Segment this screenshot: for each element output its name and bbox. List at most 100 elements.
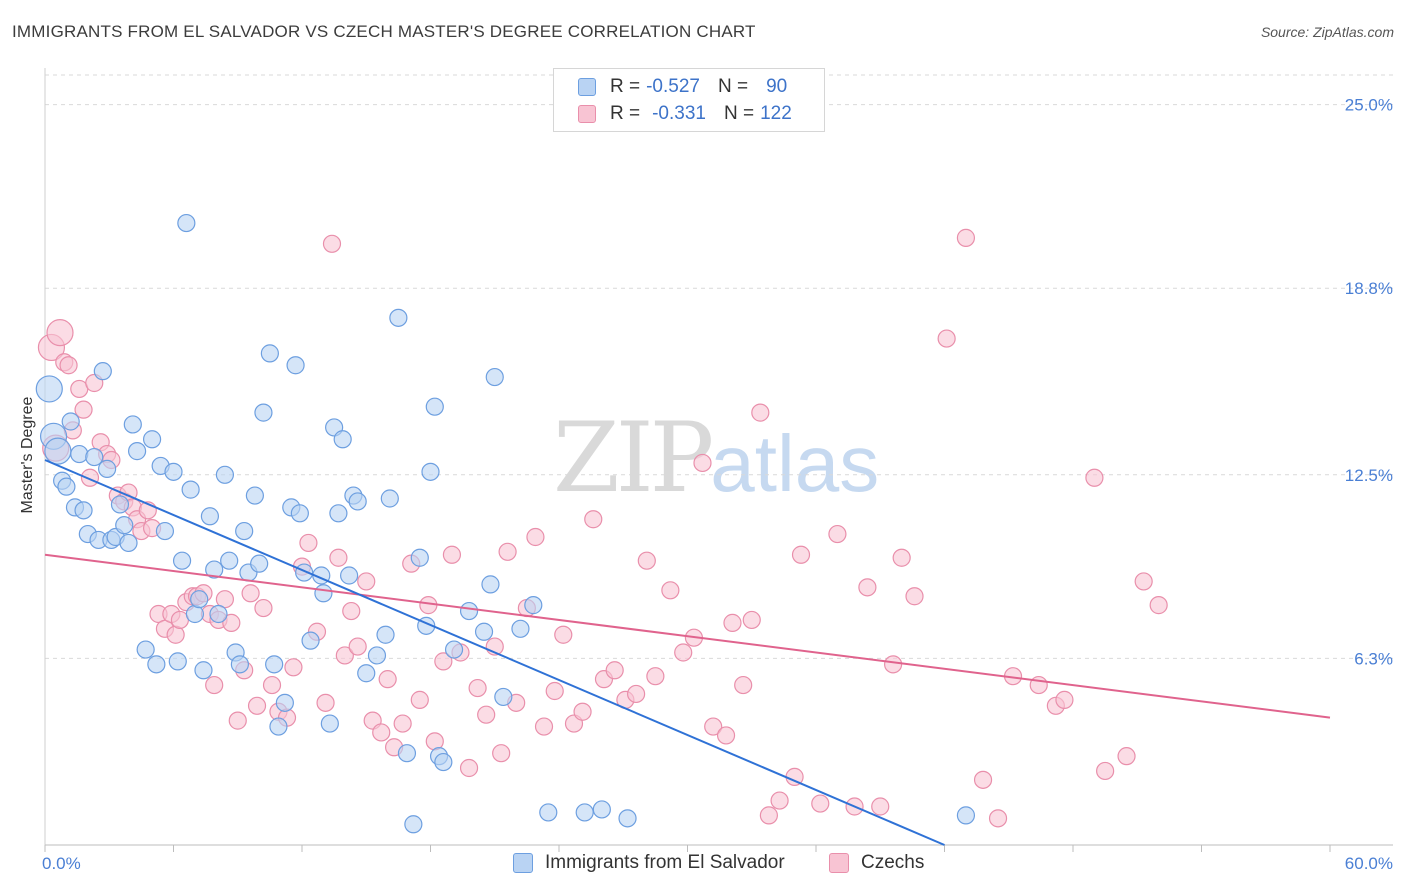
point-czechs xyxy=(1085,468,1104,487)
legend-n-value: 122 xyxy=(760,103,792,124)
point-czechs xyxy=(526,527,545,547)
point-czechs xyxy=(661,581,680,600)
legend-row-czechs: R = -0.331 N = 122 xyxy=(578,103,792,125)
point-el-salvador xyxy=(459,601,479,621)
point-czechs xyxy=(905,587,924,606)
point-el-salvador xyxy=(592,800,611,819)
point-el-salvador xyxy=(367,646,387,665)
point-czechs xyxy=(205,675,224,695)
point-el-salvador xyxy=(348,492,367,511)
point-czechs xyxy=(434,652,453,671)
point-el-salvador xyxy=(74,501,93,520)
legend-swatch-blue xyxy=(513,853,533,873)
point-czechs xyxy=(956,228,976,247)
legend-item-czechs: Czechs xyxy=(829,852,924,874)
point-el-salvador xyxy=(618,809,637,828)
point-el-salvador xyxy=(380,489,399,508)
point-el-salvador xyxy=(340,566,359,585)
point-czechs xyxy=(222,613,241,632)
point-el-salvador xyxy=(539,803,558,822)
point-czechs xyxy=(247,696,267,715)
point-el-salvador xyxy=(485,367,504,387)
point-el-salvador xyxy=(119,533,138,553)
point-czechs xyxy=(626,684,646,704)
point-el-salvador xyxy=(254,403,273,422)
point-czechs xyxy=(393,714,412,733)
point-czechs xyxy=(605,661,624,680)
point-czechs xyxy=(892,548,911,567)
point-czechs xyxy=(871,797,890,816)
point-el-salvador xyxy=(35,375,63,403)
point-czechs xyxy=(734,675,753,695)
point-el-salvador xyxy=(329,504,348,523)
point-czechs xyxy=(545,681,564,701)
point-czechs xyxy=(693,453,712,473)
point-czechs xyxy=(329,548,348,567)
point-el-salvador xyxy=(177,213,196,233)
series-legend: Immigrants from El Salvador Czechs xyxy=(0,852,1406,876)
point-czechs xyxy=(534,717,554,736)
point-el-salvador xyxy=(123,415,142,434)
point-el-salvador xyxy=(260,344,279,363)
point-el-salvador xyxy=(301,631,320,650)
x-tick-label: 0.0% xyxy=(42,854,81,873)
point-czechs xyxy=(973,770,993,789)
point-el-salvador xyxy=(524,596,543,615)
watermark-zip: ZIP xyxy=(553,402,714,514)
point-el-salvador xyxy=(61,412,80,431)
point-el-salvador xyxy=(235,521,254,541)
point-el-salvador xyxy=(245,486,264,505)
point-czechs xyxy=(46,319,74,347)
point-czechs xyxy=(348,637,367,656)
point-czechs xyxy=(937,329,956,348)
point-czechs xyxy=(883,655,903,674)
watermark-atlas: atlas xyxy=(710,419,880,508)
point-czechs xyxy=(759,806,778,825)
point-el-salvador xyxy=(168,652,187,671)
point-czechs xyxy=(284,658,303,677)
chart-source: Source: ZipAtlas.com xyxy=(1260,24,1394,40)
point-czechs xyxy=(1134,572,1153,591)
point-el-salvador xyxy=(275,693,294,712)
point-czechs xyxy=(1096,761,1115,781)
legend-n-label: N = xyxy=(723,103,755,124)
point-el-salvador xyxy=(200,507,220,526)
chart-title: IMMIGRANTS FROM EL SALVADOR VS CZECH MAS… xyxy=(12,22,756,41)
point-czechs xyxy=(492,744,511,763)
point-el-salvador xyxy=(155,521,175,541)
point-el-salvador xyxy=(421,462,440,481)
trend-line-el-salvador xyxy=(44,459,945,846)
point-el-salvador xyxy=(410,548,429,567)
point-el-salvador xyxy=(164,462,183,481)
point-el-salvador xyxy=(286,356,305,375)
point-el-salvador xyxy=(511,619,530,638)
point-czechs xyxy=(378,670,397,689)
legend-r-value: -0.527 xyxy=(646,76,700,97)
point-el-salvador xyxy=(314,584,333,603)
point-czechs xyxy=(704,717,723,736)
point-czechs xyxy=(498,542,517,561)
y-tick-label: 18.8% xyxy=(1345,279,1393,298)
point-czechs xyxy=(791,545,811,564)
point-el-salvador xyxy=(181,480,200,499)
point-el-salvador xyxy=(389,308,408,327)
point-el-salvador xyxy=(494,687,513,707)
point-el-salvador xyxy=(147,655,166,674)
point-el-salvador xyxy=(230,655,249,674)
legend-label-czechs: Czechs xyxy=(861,852,925,873)
legend-row-el-salvador: R = -0.527 N = 90 xyxy=(578,76,787,98)
point-el-salvador xyxy=(127,442,147,461)
point-el-salvador xyxy=(142,430,162,449)
legend-n-label: N = xyxy=(717,76,749,97)
point-czechs xyxy=(723,613,742,632)
point-czechs xyxy=(477,705,496,724)
x-tick-label: 60.0% xyxy=(1345,854,1393,873)
y-tick-label: 25.0% xyxy=(1345,96,1393,115)
point-czechs xyxy=(1117,747,1136,766)
point-czechs xyxy=(316,693,335,712)
legend-label-el-salvador: Immigrants from El Salvador xyxy=(545,852,785,873)
point-czechs xyxy=(716,726,736,745)
y-tick-label: 12.5% xyxy=(1345,466,1393,485)
point-czechs xyxy=(262,675,282,695)
